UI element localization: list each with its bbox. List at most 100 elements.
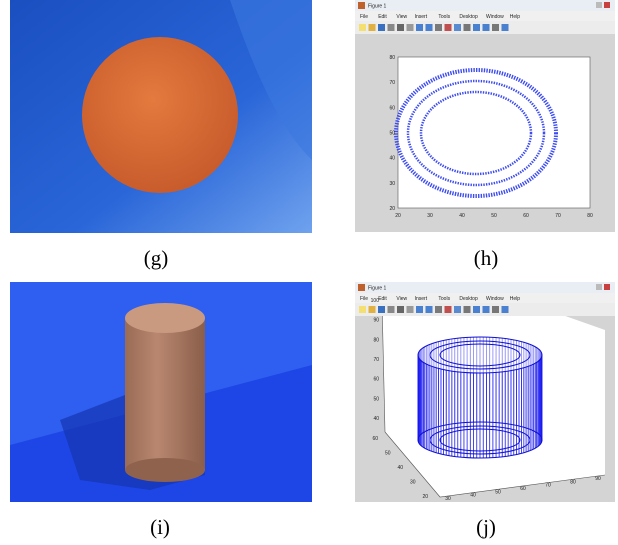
z-tick-label: 90 bbox=[373, 318, 379, 324]
window-button bbox=[596, 284, 602, 290]
toolbar-icon bbox=[483, 24, 490, 31]
toolbar-icon bbox=[397, 24, 404, 31]
matlab-window bbox=[355, 0, 615, 232]
menu-item: Window bbox=[486, 296, 504, 302]
toolbar-icon bbox=[492, 306, 499, 313]
y-tick-label: 70 bbox=[545, 483, 551, 489]
toolbar-icon bbox=[502, 306, 509, 313]
z-tick-label: 100 bbox=[371, 298, 380, 304]
toolbar-icon bbox=[464, 306, 471, 313]
x-tick-label: 50 bbox=[385, 451, 391, 457]
menu-item: Tools bbox=[438, 296, 450, 302]
toolbar-icon bbox=[388, 24, 395, 31]
z-tick-label: 60 bbox=[373, 377, 379, 383]
x-tick-label: 70 bbox=[555, 213, 561, 219]
toolbar-icon bbox=[369, 306, 376, 313]
x-tick-label: 50 bbox=[491, 213, 497, 219]
window-button bbox=[596, 2, 602, 8]
menu-item: File bbox=[360, 296, 368, 302]
y-tick-label: 80 bbox=[389, 55, 395, 61]
menu-item: Window bbox=[486, 14, 504, 20]
toolbar-icon bbox=[502, 24, 509, 31]
toolbar-icon bbox=[407, 24, 414, 31]
title-bar bbox=[355, 282, 615, 293]
toolbar-icon bbox=[483, 306, 490, 313]
y-tick-label: 80 bbox=[570, 479, 576, 485]
x-tick-label: 20 bbox=[395, 213, 401, 219]
x-tick-label: 40 bbox=[459, 213, 465, 219]
menu-item: View bbox=[396, 14, 407, 20]
menu-item: Insert bbox=[415, 14, 428, 20]
menu-item: View bbox=[396, 296, 407, 302]
x-tick-label: 30 bbox=[410, 480, 416, 486]
window-button bbox=[604, 2, 610, 8]
toolbar-icon bbox=[464, 24, 471, 31]
menu-bar bbox=[355, 293, 615, 303]
window-icon bbox=[358, 284, 365, 291]
window-title: Figure 1 bbox=[368, 286, 387, 292]
z-tick-label: 50 bbox=[373, 396, 379, 402]
toolbar-icon bbox=[454, 24, 461, 31]
z-tick-label: 40 bbox=[373, 416, 379, 422]
window-title: Figure 1 bbox=[368, 4, 387, 10]
x-tick-label: 60 bbox=[523, 213, 529, 219]
toolbar-icon bbox=[473, 306, 480, 313]
toolbar-icon bbox=[388, 306, 395, 313]
photo-cylinder bbox=[10, 282, 312, 502]
y-tick-label: 50 bbox=[389, 131, 395, 137]
menu-item: Edit bbox=[378, 14, 387, 20]
y-tick-label: 20 bbox=[389, 206, 395, 212]
photo-ball bbox=[10, 0, 312, 233]
menu-item: Insert bbox=[415, 296, 428, 302]
caption: (g) bbox=[144, 246, 169, 270]
toolbar-icon bbox=[492, 24, 499, 31]
y-tick-label: 70 bbox=[389, 80, 395, 86]
y-tick-label: 40 bbox=[470, 493, 476, 499]
toolbar-icon bbox=[416, 24, 423, 31]
toolbar-icon bbox=[445, 306, 452, 313]
y-tick-label: 60 bbox=[389, 105, 395, 111]
x-tick-label: 60 bbox=[372, 436, 378, 442]
toolbar-icon bbox=[378, 24, 385, 31]
toolbar-icon bbox=[445, 24, 452, 31]
toolbar-icon bbox=[473, 24, 480, 31]
window-icon bbox=[358, 2, 365, 9]
y-tick-label: 40 bbox=[389, 156, 395, 162]
menu-item: Desktop bbox=[459, 14, 478, 20]
title-bar bbox=[355, 0, 615, 11]
toolbar-icon bbox=[435, 306, 442, 313]
toolbar-icon bbox=[416, 306, 423, 313]
toolbar-icon bbox=[426, 306, 433, 313]
y-tick-label: 90 bbox=[595, 476, 601, 482]
menu-item: Help bbox=[510, 14, 521, 20]
toolbar-icon bbox=[426, 24, 433, 31]
caption: (i) bbox=[150, 515, 170, 539]
y-tick-label: 30 bbox=[445, 496, 451, 502]
toolbar-icon bbox=[359, 306, 366, 313]
toolbar-icon bbox=[435, 24, 442, 31]
x-tick-label: 20 bbox=[422, 494, 428, 500]
menu-item: Edit bbox=[378, 296, 387, 302]
figure: (g) (h) (i) (j) Figure 1FileEditViewInse… bbox=[0, 0, 618, 545]
menu-item: Tools bbox=[438, 14, 450, 20]
y-tick-label: 60 bbox=[520, 486, 526, 492]
y-tick-label: 50 bbox=[495, 489, 501, 495]
menu-item: File bbox=[360, 14, 368, 20]
x-tick-label: 30 bbox=[427, 213, 433, 219]
toolbar-icon bbox=[378, 306, 385, 313]
toolbar-icon bbox=[407, 306, 414, 313]
toolbar-icon bbox=[454, 306, 461, 313]
caption: (j) bbox=[476, 515, 496, 539]
menu-bar bbox=[355, 11, 615, 21]
z-tick-label: 80 bbox=[373, 337, 379, 343]
toolbar-icon bbox=[359, 24, 366, 31]
menu-item: Desktop bbox=[459, 296, 478, 302]
z-tick-label: 70 bbox=[373, 357, 379, 363]
x-tick-label: 40 bbox=[397, 465, 403, 471]
toolbar-icon bbox=[369, 24, 376, 31]
toolbar-icon bbox=[397, 306, 404, 313]
y-tick-label: 30 bbox=[389, 181, 395, 187]
menu-item: Help bbox=[510, 296, 521, 302]
caption: (h) bbox=[474, 246, 499, 270]
window-button bbox=[604, 284, 610, 290]
